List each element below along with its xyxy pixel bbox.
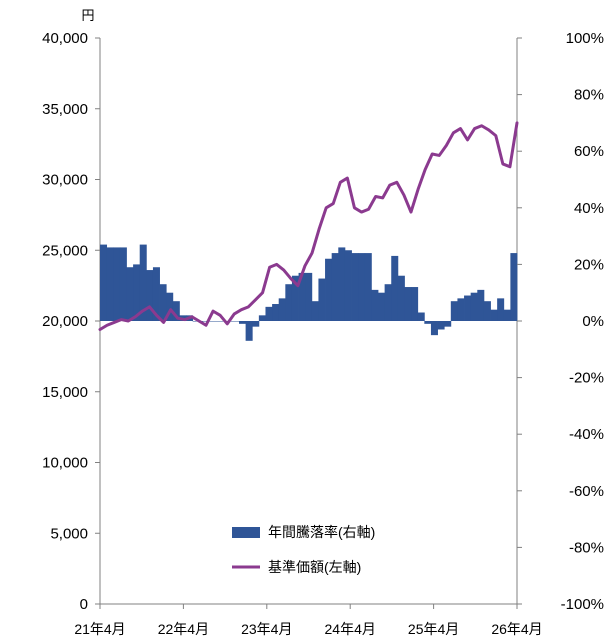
bar [245, 321, 253, 341]
bar [278, 298, 286, 321]
bar [450, 301, 458, 321]
bar [159, 284, 167, 321]
x-tick-label: 21年4月 [74, 621, 125, 637]
bar [192, 321, 200, 322]
bar [477, 289, 485, 321]
left-tick-label: 30,000 [42, 172, 88, 189]
left-tick-label: 40,000 [42, 30, 88, 47]
x-tick-label: 24年4月 [325, 621, 376, 637]
bar [510, 253, 518, 321]
right-tick-label: 100% [566, 30, 604, 47]
bar [146, 270, 154, 321]
bar [100, 244, 108, 321]
right-tick-label: -80% [569, 539, 604, 556]
bar [265, 306, 273, 321]
bar [199, 321, 207, 322]
bar-series-annual-return [100, 244, 518, 341]
left-tick-label: 25,000 [42, 242, 88, 259]
left-tick-label: 0 [80, 596, 88, 613]
bar [470, 292, 478, 321]
right-tick-label: -20% [569, 370, 604, 387]
bar [351, 253, 359, 321]
bar [464, 295, 472, 321]
bar [152, 267, 160, 321]
bar [483, 301, 491, 321]
bar [272, 304, 280, 321]
right-axis: -100% -80% -60% -40% -20% 0% 20% 40% 60% 80% 100% [517, 30, 604, 613]
bar [397, 275, 405, 321]
bar [172, 301, 180, 321]
left-tick-label: 35,000 [42, 101, 88, 118]
right-tick-label: 80% [574, 87, 604, 104]
left-axis: 0 5,000 10,000 15,000 20,000 25,000 30,000 35,0… [42, 30, 100, 613]
legend: 年間騰落率(右軸) 基準価額(左軸) [232, 524, 375, 575]
bar [166, 292, 174, 321]
right-tick-label: -100% [561, 596, 604, 613]
bar [133, 264, 141, 321]
line-series-nav [98, 121, 519, 331]
bar [430, 321, 438, 336]
bar [291, 275, 299, 321]
bar [417, 312, 425, 321]
bar [285, 284, 293, 321]
left-axis-unit: 円 [81, 8, 94, 23]
legend-bar-swatch [232, 527, 260, 538]
bar [126, 267, 134, 321]
bar [239, 321, 247, 324]
x-axis: 21年4月 22年4月 23年4月 24年4月 25年4月 26年4月 [74, 604, 543, 637]
bar [444, 321, 452, 327]
bar [437, 321, 445, 330]
right-tick-label: -40% [569, 426, 604, 443]
bar [258, 315, 266, 321]
x-tick-label: 25年4月 [408, 621, 459, 637]
bar [378, 292, 386, 321]
bar [391, 255, 399, 321]
right-tick-label: 40% [574, 200, 604, 217]
left-tick-label: 15,000 [42, 384, 88, 401]
bar [497, 298, 505, 321]
left-tick-label: 10,000 [42, 455, 88, 472]
bar [219, 321, 227, 322]
bar [305, 272, 313, 321]
x-tick-label: 26年4月 [491, 621, 542, 637]
bar [252, 321, 260, 327]
legend-line-label: 基準価額(左軸) [268, 559, 361, 575]
bar [424, 321, 432, 324]
bar [358, 253, 366, 321]
bar [119, 247, 127, 321]
bar [212, 321, 220, 322]
x-tick-label: 22年4月 [158, 621, 209, 637]
bar [371, 289, 379, 321]
bar [106, 247, 114, 321]
bar [503, 309, 511, 321]
bar [384, 284, 392, 321]
bar [411, 287, 419, 321]
bar [232, 321, 240, 322]
bar [490, 309, 498, 321]
right-tick-label: -60% [569, 483, 604, 500]
right-tick-label: 20% [574, 256, 604, 273]
nav-line [98, 121, 519, 331]
bar [457, 298, 465, 321]
bar [331, 253, 339, 321]
bar [325, 258, 333, 321]
bar [311, 301, 319, 321]
bar [364, 253, 372, 321]
bar [318, 278, 326, 321]
left-tick-label: 20,000 [42, 313, 88, 330]
right-tick-label: 0% [582, 313, 604, 330]
bar [298, 272, 306, 321]
x-tick-label: 23年4月 [241, 621, 292, 637]
right-tick-label: 60% [574, 143, 604, 160]
bar [139, 244, 147, 321]
bar [113, 247, 121, 321]
bar [404, 287, 412, 321]
legend-bar-label: 年間騰落率(右軸) [268, 524, 375, 540]
bar [338, 247, 346, 321]
left-tick-label: 5,000 [50, 525, 88, 542]
bar [344, 250, 352, 321]
